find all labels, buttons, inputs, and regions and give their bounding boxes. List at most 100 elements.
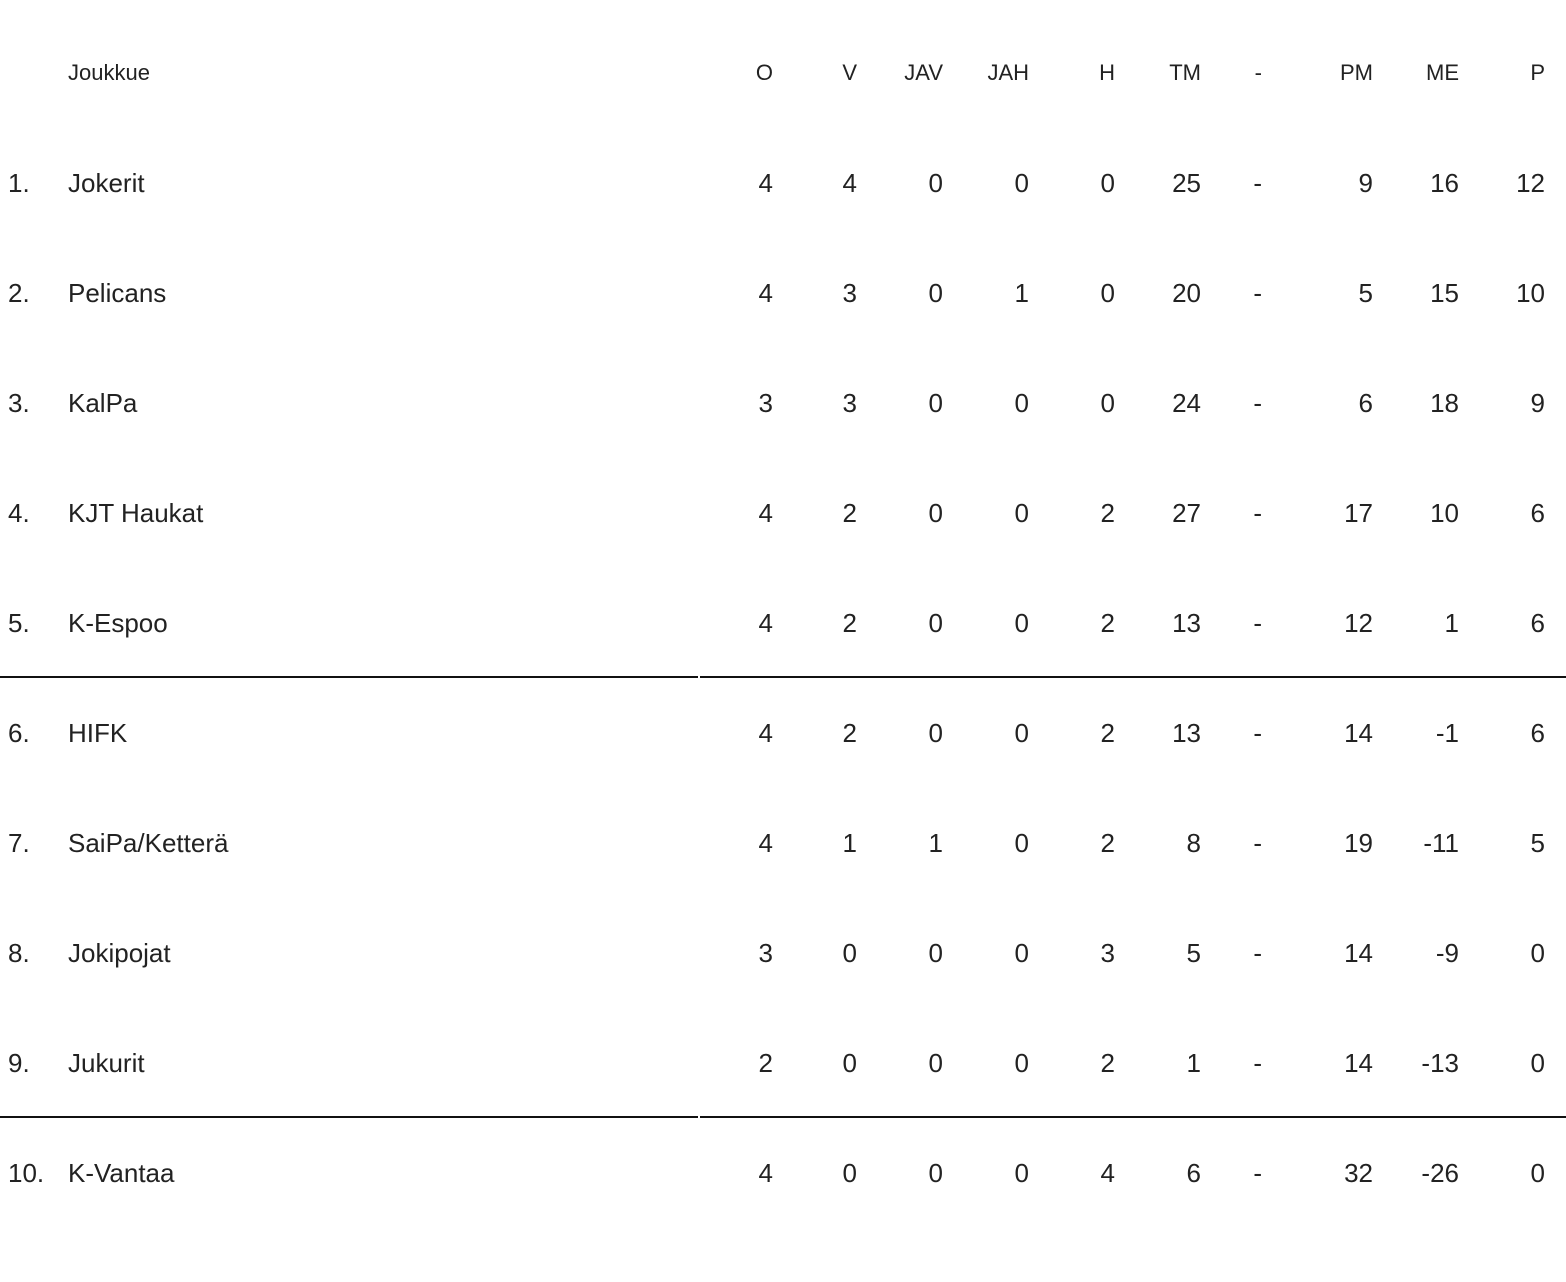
tm-cell: 27 <box>1172 498 1201 528</box>
table-row: 6. HIFK 4 2 0 0 2 13 - 14 -1 6 <box>0 678 1566 788</box>
table-row: 3. KalPa 3 3 0 0 0 24 - 6 18 9 <box>0 348 1566 458</box>
v-cell: 2 <box>842 718 857 748</box>
o-cell: 2 <box>758 1048 773 1078</box>
h-cell: 2 <box>1100 608 1115 638</box>
p-cell: P <box>1530 60 1545 85</box>
me-cell: -26 <box>1421 1158 1459 1188</box>
o-cell: 3 <box>758 388 773 418</box>
dash-cell: - <box>1253 278 1262 308</box>
jah-cell: 0 <box>1014 1048 1029 1078</box>
team-cell: K-Vantaa <box>68 1158 175 1188</box>
h-cell: 0 <box>1100 388 1115 418</box>
tm-cell: 25 <box>1172 168 1201 198</box>
dash-cell: - <box>1253 938 1262 968</box>
team-cell: K-Espoo <box>68 608 168 638</box>
h-cell: H <box>1099 60 1115 85</box>
jav-cell: 0 <box>928 168 943 198</box>
p-cell: 0 <box>1530 1158 1545 1188</box>
tm-cell: 6 <box>1186 1158 1201 1188</box>
p-cell: 10 <box>1516 278 1545 308</box>
pm-cell: PM <box>1340 60 1373 85</box>
dash-cell: - <box>1253 498 1262 528</box>
p-cell: 6 <box>1530 498 1545 528</box>
jah-cell: 0 <box>1014 1158 1029 1188</box>
divider <box>700 676 1566 678</box>
o-cell: 4 <box>758 498 773 528</box>
team-cell: Pelicans <box>68 278 167 308</box>
o-cell: 4 <box>758 828 773 858</box>
me-cell: -13 <box>1421 1048 1459 1078</box>
jav-cell: JAV <box>904 60 943 85</box>
v-cell: 4 <box>842 168 857 198</box>
team-cell: Jukurit <box>68 1048 145 1078</box>
jav-cell: 1 <box>928 828 943 858</box>
v-cell: 2 <box>842 498 857 528</box>
team-cell: HIFK <box>68 718 128 748</box>
me-cell: -1 <box>1435 718 1459 748</box>
jav-cell: 0 <box>928 498 943 528</box>
rank-cell: 8. <box>8 938 30 968</box>
jah-cell: 0 <box>1014 718 1029 748</box>
h-cell: 0 <box>1100 168 1115 198</box>
p-cell: 9 <box>1530 388 1545 418</box>
me-cell: 1 <box>1444 608 1459 638</box>
p-cell: 12 <box>1516 168 1545 198</box>
table-row: 10. K-Vantaa 4 0 0 0 4 6 - 32 -26 0 <box>0 1118 1566 1228</box>
h-cell: 4 <box>1100 1158 1115 1188</box>
v-cell: V <box>842 60 857 85</box>
team-cell: Jokipojat <box>68 938 171 968</box>
h-cell: 3 <box>1100 938 1115 968</box>
table-row: 2. Pelicans 4 3 0 1 0 20-5 15 10 <box>0 238 1566 348</box>
h-cell: 2 <box>1100 498 1115 528</box>
v-cell: 3 <box>842 388 857 418</box>
h-cell: 0 <box>1100 278 1115 308</box>
o-cell: 3 <box>758 938 773 968</box>
o-cell: 4 <box>758 608 773 638</box>
tm-cell: 1 <box>1186 1048 1201 1078</box>
divider <box>0 676 698 678</box>
jav-cell: 0 <box>928 1048 943 1078</box>
divider <box>0 1116 698 1118</box>
v-cell: 3 <box>842 278 857 308</box>
table-row: 8. Jokipojat 3 0 0 0 3 5 - 14 -9 0 <box>0 898 1566 1008</box>
rank-cell: 10. <box>8 1158 45 1188</box>
team-cell: KalPa <box>68 388 138 418</box>
divider <box>700 1116 1566 1118</box>
team-cell: Jokerit <box>68 168 145 198</box>
tm-cell: 8 <box>1186 828 1201 858</box>
team-cell: KJT Haukat <box>68 498 204 528</box>
pm-cell: 12 <box>1344 608 1373 638</box>
rank-cell: 3. <box>8 388 30 418</box>
o-cell: 4 <box>758 718 773 748</box>
dash-cell: - <box>1253 388 1262 418</box>
rank-cell: 7. <box>8 828 30 858</box>
h-cell: 2 <box>1100 828 1115 858</box>
jav-cell: 0 <box>928 388 943 418</box>
tm-cell: 20 <box>1172 278 1201 308</box>
pm-cell: 32 <box>1344 1158 1373 1188</box>
team-cell: Joukkue <box>68 60 150 85</box>
tm-cell: 24 <box>1172 388 1201 418</box>
pm-cell: 5 <box>1358 278 1373 308</box>
jav-cell: 0 <box>928 278 943 308</box>
o-cell: 4 <box>758 278 773 308</box>
pm-cell: 14 <box>1344 718 1373 748</box>
me-cell: 10 <box>1430 498 1459 528</box>
h-cell: 2 <box>1100 718 1115 748</box>
me-cell: 16 <box>1430 168 1459 198</box>
jah-cell: JAH <box>987 60 1029 85</box>
p-cell: 0 <box>1530 1048 1545 1078</box>
o-cell: O <box>755 60 773 85</box>
table-row: 9. Jukurit 2 0 0 0 2 1 - 14 -13 0 <box>0 1008 1566 1118</box>
rank-cell: 6. <box>8 718 30 748</box>
dash-cell: - <box>1253 608 1262 638</box>
jah-cell: 1 <box>1014 278 1029 308</box>
p-cell: 0 <box>1530 938 1545 968</box>
table-row: 7. SaiPa/Ketterä 4 1 1 0 2 8 - 19 -11 5 <box>0 788 1566 898</box>
dash-cell: - <box>1254 60 1262 85</box>
jav-cell: 0 <box>928 1158 943 1188</box>
rank-cell: 2. <box>8 278 30 308</box>
p-cell: 6 <box>1530 608 1545 638</box>
jah-cell: 0 <box>1014 938 1029 968</box>
v-cell: 0 <box>842 1158 857 1188</box>
